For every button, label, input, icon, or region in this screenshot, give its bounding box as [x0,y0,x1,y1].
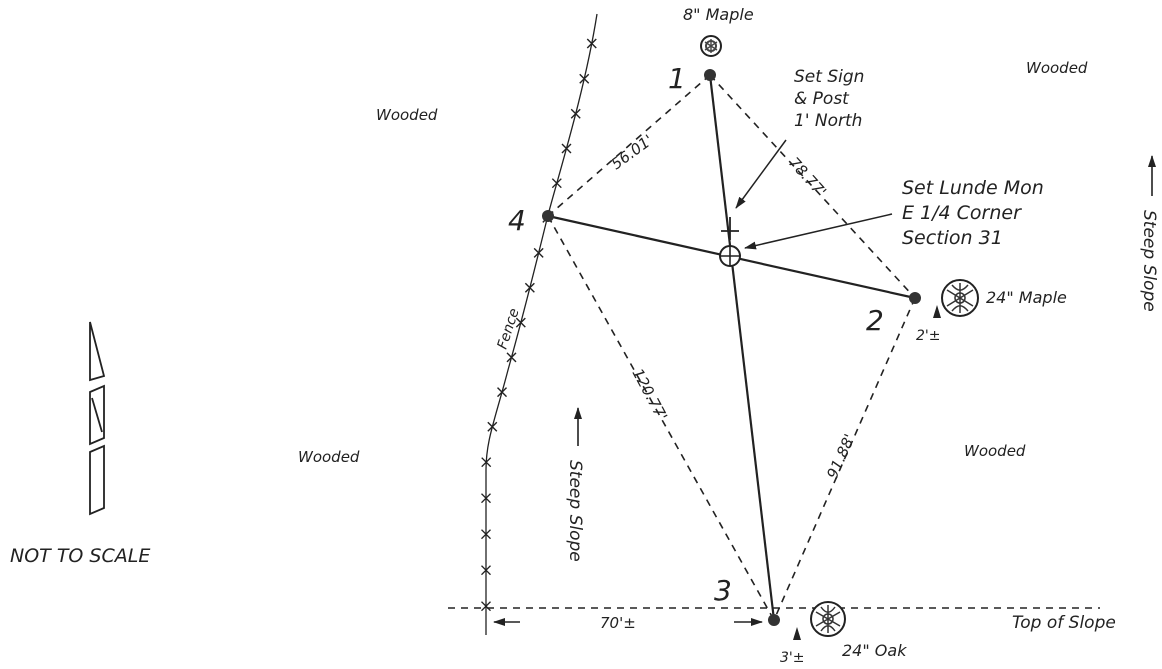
monument-note-line1: Set Lunde Mon [902,177,1044,199]
steep-slope-center-label: Steep Slope [565,460,585,562]
sign-note-line3: 1' North [794,111,862,131]
sign-leader-arrow [735,139,787,209]
fence-x-mark [570,108,581,119]
fence-x-mark [551,178,562,189]
line-2-3 [773,297,916,621]
maple-24-label: 24" Maple [986,288,1067,307]
fence-to-3-distance-label: 70'± [600,614,636,632]
fence-x-mark [487,421,498,432]
wooded-w-label: Wooded [298,448,360,466]
oak-24-tree-icon [810,601,846,637]
fence-x-mark [481,565,491,576]
north-arrow-icon [89,321,106,516]
maple-8-label: 8" Maple [683,5,754,24]
line-1-2 [709,74,916,299]
fence-x-mark [524,282,535,293]
maple-24-tree-icon [941,279,979,317]
distance-2-3-label: 91.88' [823,431,859,481]
point-2-label: 2 [866,304,884,337]
fence-x-mark [481,529,491,540]
oak-24-offset-label: 3'± [780,650,805,666]
fence-x-mark [481,601,491,612]
point-1-label: 1 [668,62,686,95]
maple-offset-arrow-icon [933,305,941,318]
monument-note-line3: Section 31 [902,227,1003,249]
point-4-marker [542,210,554,222]
top-of-slope-label: Top of Slope [1012,613,1116,633]
monument-symbol [719,245,741,267]
point-3-marker [768,614,780,626]
fence-x-mark [506,352,517,363]
point-3-label: 3 [714,574,732,607]
distance-1-2-label: 78.77' [785,154,830,201]
maple-8-tree-icon [700,35,722,57]
oak-24-label: 24" Oak [842,641,907,660]
sign-post-symbol [721,217,739,240]
fence-x-mark [497,387,508,398]
wooded-nw-label: Wooded [376,106,438,124]
wooded-ne-label: Wooded [1026,59,1088,77]
line-1-4 [547,74,711,217]
fence-x-mark [586,38,597,49]
line-1-3 [708,74,776,621]
sign-note-line1: Set Sign [794,67,864,87]
point-2-marker [909,292,921,304]
point-4-label: 4 [508,204,526,237]
distance-4-3-label: 120.77' [628,365,670,423]
point-1-marker [704,69,716,81]
monument-note-line2: E 1/4 Corner [902,202,1022,224]
fence-x-mark [515,317,526,328]
wooded-e-label: Wooded [964,442,1026,460]
fence-x-mark [481,457,492,468]
oak-offset-arrow-icon [793,627,801,640]
not-to-scale-label: NOT TO SCALE [10,545,150,567]
distance-1-4-label: 56.01' [608,131,657,173]
monument-leader-arrow [744,213,893,250]
fence-x-mark [561,143,572,154]
fence-x-mark [579,73,590,84]
fence-x-mark [533,247,544,258]
fence-x-mark [481,493,491,504]
sign-note-line2: & Post [794,89,850,109]
maple-24-offset-label: 2'± [916,328,941,344]
steep-slope-right-label: Steep Slope [1139,210,1159,312]
